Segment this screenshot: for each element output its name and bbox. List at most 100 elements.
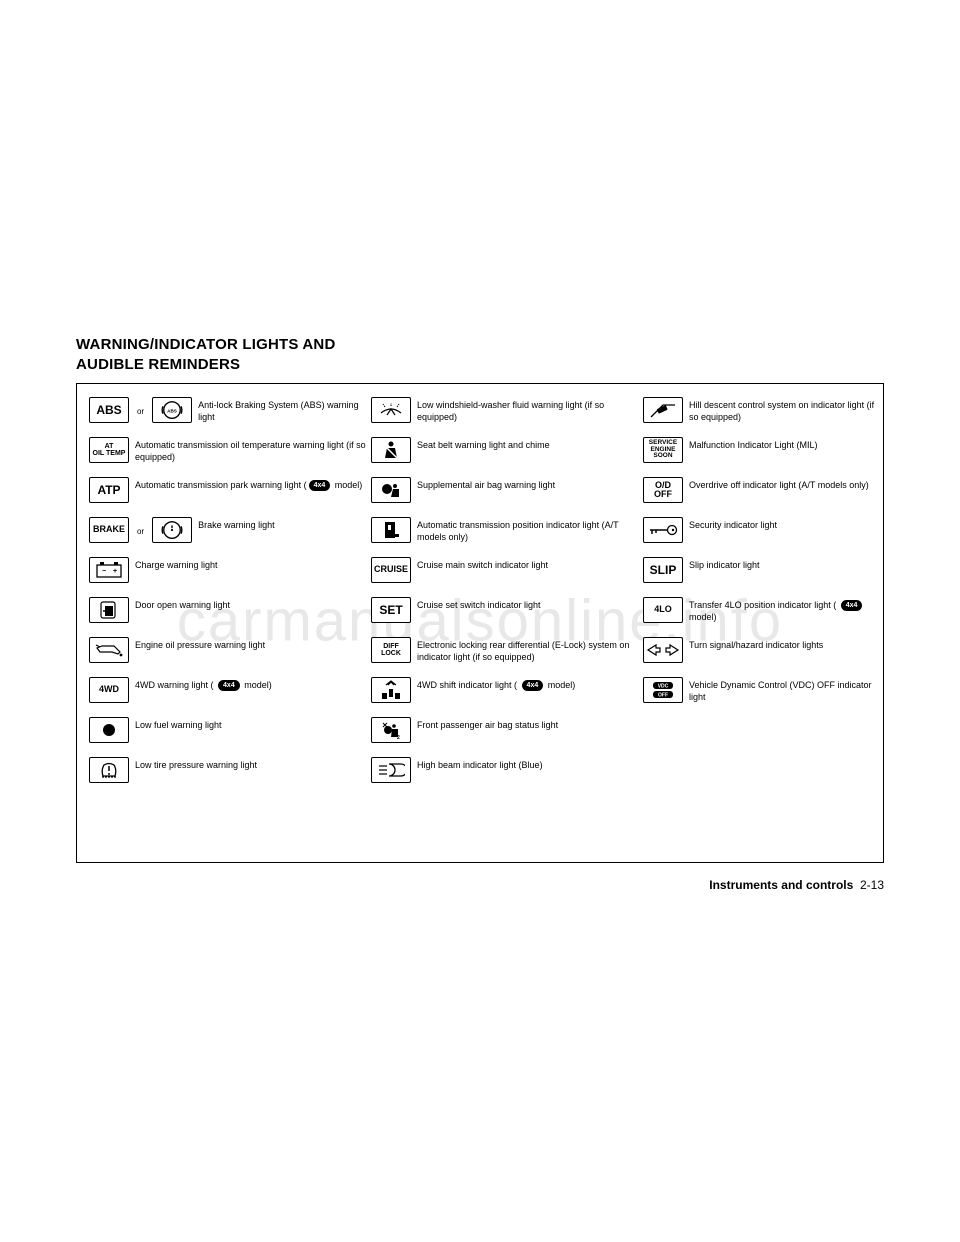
indicator-icon [371,677,411,703]
indicator-desc: Automatic transmission park warning ligh… [135,477,367,491]
columns: ABS or ABS Anti-lock Braking System (ABS) w… [89,394,871,856]
badge-4x4: 4x4 [218,680,240,691]
indicator-icon: CRUISE [371,557,411,583]
indicator-row: High beam indicator light (Blue) [371,754,639,794]
indicator-icon: 4LO [643,597,683,623]
indicator-icon: 4WD [89,677,129,703]
indicator-desc: Brake warning light [198,517,367,531]
indicator-icon: SLIP [643,557,683,583]
indicator-desc: Security indicator light [689,517,879,531]
indicator-icon: ATOIL TEMP [89,437,129,463]
indicator-icon [643,637,683,663]
indicator-desc: Seat belt warning light and chime [417,437,639,451]
indicator-desc: High beam indicator light (Blue) [417,757,639,771]
indicator-row: Supplemental air bag warning light [371,474,639,514]
indicator-desc: Charge warning light [135,557,367,571]
indicator-icon [371,757,411,783]
indicator-row: Door open warning light [89,594,367,634]
svg-text:VDC: VDC [658,684,669,690]
indicator-row: Hill descent control system on indicator… [643,394,879,434]
indicator-row: 2 Front passenger air bag status light [371,714,639,754]
indicator-row: −+ Charge warning light [89,554,367,594]
indicator-row: Turn signal/hazard indicator lights [643,634,879,674]
indicator-row: BRAKE or Brake warning light [89,514,367,554]
indicator-row: DIFFLOCKElectronic locking rear differen… [371,634,639,674]
footer-page: 2-13 [860,878,884,892]
indicator-desc: Cruise set switch indicator light [417,597,639,611]
badge-4x4: 4x4 [309,480,331,491]
indicator-row: Engine oil pressure warning light [89,634,367,674]
indicator-row: SET Cruise set switch indicator light [371,594,639,634]
indicator-icon [89,637,129,663]
page-footer: Instruments and controls 2-13 [709,878,884,892]
indicator-icon: SET [371,597,411,623]
indicator-row: Low windshield-washer fluid warning ligh… [371,394,639,434]
indicator-desc: 4WD shift indicator light ( 4x4 model) [417,677,639,691]
indicator-desc: Low windshield-washer fluid warning ligh… [417,397,639,423]
column-1: ABS or ABS Anti-lock Braking System (ABS) w… [89,394,367,856]
indicator-desc: Front passenger air bag status light [417,717,639,731]
indicator-desc: Transfer 4LO position indicator light ( … [689,597,879,623]
svg-text:2: 2 [397,735,400,740]
indicator-row: ATP Automatic transmission park warning l… [89,474,367,514]
indicator-icon: O/DOFF [643,477,683,503]
indicator-icon [643,517,683,543]
indicator-desc: Low fuel warning light [135,717,367,731]
indicator-row: SERVICEENGINESOON Malfunction Indicator L… [643,434,879,474]
indicator-row: SLIP Slip indicator light [643,554,879,594]
heading-line2: AUDIBLE REMINDERS [76,356,240,373]
indicator-icon [371,517,411,543]
indicator-desc: Automatic transmission oil temperature w… [135,437,367,463]
indicator-desc: Engine oil pressure warning light [135,637,367,651]
indicator-icon: 2 [371,717,411,743]
indicator-icon [643,397,683,423]
badge-4x4: 4x4 [522,680,544,691]
indicator-icon: DIFFLOCK [371,637,411,663]
indicator-row: Seat belt warning light and chime [371,434,639,474]
indicator-icon: VDC OFF [643,677,683,703]
indicator-desc: Slip indicator light [689,557,879,571]
indicator-icon: ABS [89,397,129,423]
or-label: or [135,527,146,536]
indicator-desc: Turn signal/hazard indicator lights [689,637,879,651]
indicator-desc: Electronic locking rear differential (E-… [417,637,639,663]
page: carmanualsonline.info WARNING/INDICATOR … [0,0,960,1242]
indicator-icon: SERVICEENGINESOON [643,437,683,463]
indicator-row: 4WD shift indicator light ( 4x4 model) [371,674,639,714]
column-3: Hill descent control system on indicator… [643,394,879,856]
indicator-table: ABS or ABS Anti-lock Braking System (ABS) w… [76,383,884,863]
indicator-icon [371,397,411,423]
indicator-row: ABSorABSAnti-lock Braking System (ABS) w… [89,394,367,434]
indicator-row: CRUISECruise main switch indicator light [371,554,639,594]
indicator-icon [89,717,129,743]
badge-4x4: 4x4 [841,600,863,611]
indicator-desc: Low tire pressure warning light [135,757,367,771]
indicator-desc: Overdrive off indicator light (A/T model… [689,477,879,491]
indicator-row: O/DOFF Overdrive off indicator light (A/T… [643,474,879,514]
indicator-desc: Door open warning light [135,597,367,611]
svg-text:+: + [113,568,117,575]
indicator-desc: Hill descent control system on indicator… [689,397,879,423]
indicator-icon [89,597,129,623]
svg-text:OFF: OFF [658,693,668,699]
indicator-row: 4LOTransfer 4LO position indicator light… [643,594,879,634]
indicator-icon: BRAKE [89,517,129,543]
svg-text:ABS: ABS [167,408,177,413]
indicator-row: Security indicator light [643,514,879,554]
indicator-row: ATOIL TEMPAutomatic transmission oil tem… [89,434,367,474]
indicator-desc: Malfunction Indicator Light (MIL) [689,437,879,451]
column-2: Low windshield-washer fluid warning ligh… [371,394,639,856]
svg-text:−: − [102,568,106,575]
indicator-icon-alt: ABS [152,397,192,423]
indicator-desc: Automatic transmission position indicato… [417,517,639,543]
indicator-row: Automatic transmission position indicato… [371,514,639,554]
indicator-desc: Vehicle Dynamic Control (VDC) OFF indica… [689,677,879,703]
indicator-icon [89,757,129,783]
page-heading: WARNING/INDICATOR LIGHTS AND AUDIBLE REM… [76,335,335,376]
indicator-icon: ATP [89,477,129,503]
footer-section: Instruments and controls [709,878,853,892]
indicator-desc: Anti-lock Braking System (ABS) warning l… [198,397,367,423]
indicator-icon [371,437,411,463]
indicator-icon [371,477,411,503]
indicator-row: 4WD4WD warning light ( 4x4 model) [89,674,367,714]
